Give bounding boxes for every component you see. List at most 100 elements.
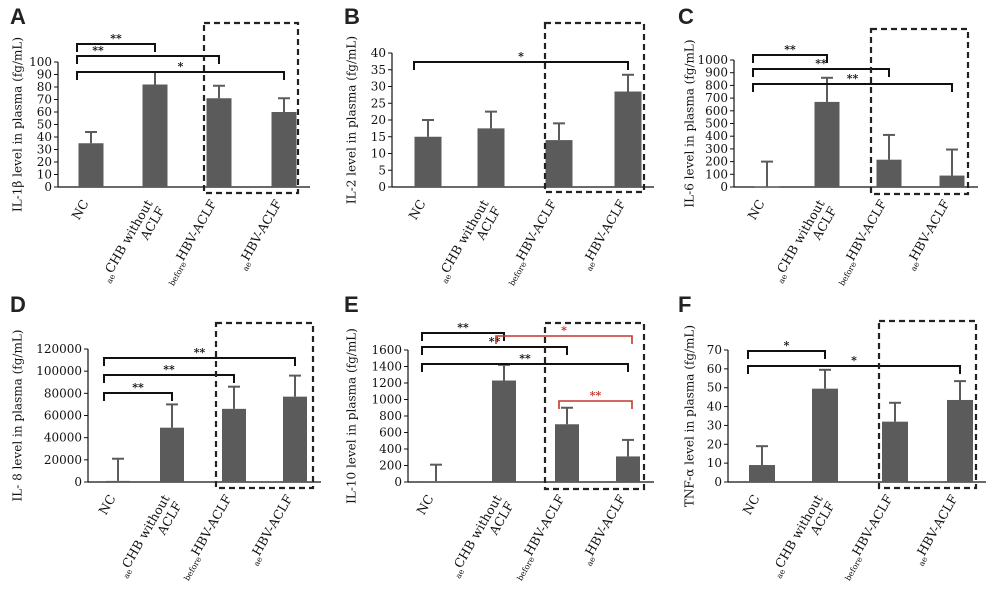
bar (78, 143, 104, 187)
y-axis-label: IL- 8 level in plasma (fg/mL) (11, 330, 25, 502)
significance-label: ** (847, 72, 859, 85)
bar (106, 480, 130, 482)
y-tick-label: 300 (705, 142, 728, 156)
category-prefix: before (515, 555, 536, 582)
y-axis-label: IL-2 level in plasma (fg/mL) (345, 36, 359, 204)
category-prefix: before (843, 555, 864, 582)
category-name: HBV-ACLF (914, 492, 961, 558)
x-category-label: beforeHBV-ACLF (160, 197, 223, 288)
significance-bracket (747, 365, 961, 374)
y-axis-label: IL-1β level in plasma (fg/mL) (11, 37, 25, 212)
bar (545, 140, 573, 187)
x-tick-label: beforeHBV-ACLF (175, 492, 238, 583)
x-category-label: NC (68, 197, 91, 222)
significance-label: * (851, 354, 857, 367)
y-tick-label: 600 (705, 104, 728, 118)
x-category-label: aeHBV-ACLF (577, 197, 631, 273)
bar (142, 84, 168, 187)
highlight-box (869, 27, 970, 196)
panel-letter: E (344, 292, 359, 317)
category-name: HBV-ACLF (173, 197, 220, 263)
significance-bracket (76, 55, 220, 64)
bar (492, 380, 516, 482)
panel-letter: C (678, 4, 694, 29)
x-tick-label: beforeHBV-ACLF (508, 492, 571, 583)
y-tick-label: 50 (707, 381, 722, 395)
y-tick-label: 40000 (44, 431, 82, 445)
panel-letter: F (678, 292, 691, 317)
category-name: HBV-ACLF (582, 197, 629, 263)
y-tick-label: 800 (379, 409, 402, 423)
y-tick-label: 30 (707, 418, 722, 432)
x-tick-label: aeHBV-ACLF (244, 492, 298, 568)
y-tick-label: 400 (705, 129, 728, 143)
significance-bracket (103, 357, 296, 366)
y-tick-label: 200 (379, 459, 402, 473)
y-tick-label: 20 (707, 437, 722, 451)
significance-label: ** (457, 321, 469, 334)
significance-label: ** (489, 335, 501, 348)
bar (754, 186, 780, 188)
y-tick-label: 40 (37, 130, 52, 144)
bar (222, 408, 246, 482)
y-tick-label: 60000 (44, 409, 82, 423)
significance-bracket (558, 400, 633, 409)
y-tick-label: 1600 (371, 343, 402, 357)
y-tick-label: 400 (379, 442, 402, 456)
bar (271, 112, 297, 187)
x-tick-label: beforeHBV-ACLF (830, 197, 893, 288)
y-tick-label: 100 (29, 55, 52, 69)
category-name: HBV-ACLF (238, 197, 285, 263)
y-tick-label: 800 (705, 78, 728, 92)
category-prefix: ae (454, 567, 467, 580)
x-tick-label: aeHBV-ACLF (901, 197, 955, 273)
y-tick-label: 20 (371, 113, 386, 127)
chart-panel-f: F 0 10 20 30 40 50 60 70 TNF-α level in plasma (f… (678, 292, 986, 582)
x-category-label: beforeHBV-ACLF (830, 197, 893, 288)
highlight-box (202, 21, 300, 195)
y-tick-label: 0 (44, 180, 52, 194)
significance-label: ** (784, 43, 796, 56)
category-prefix: ae (252, 555, 265, 568)
y-tick-label: 0 (378, 180, 386, 194)
significance-bracket (752, 54, 828, 63)
y-axis-label: IL-10 level in plasma (fg/mL) (345, 328, 359, 504)
significance-bracket (421, 363, 629, 372)
y-tick-label: 1000 (697, 53, 728, 67)
category-prefix: ae (775, 567, 788, 580)
chart-panel-d: D 0 20000 40000 60000 80000 100000 120000 IL- 8 … (10, 292, 321, 583)
x-category-label: NC (744, 197, 767, 222)
category-name: HBV-ACLF (521, 492, 568, 558)
x-tick-label: beforeHBV-ACLF (160, 197, 223, 288)
category-prefix: ae (122, 567, 135, 580)
y-tick-label: 70 (707, 343, 722, 357)
y-tick-label: 20 (37, 155, 52, 169)
category-name: HBV-ACLF (582, 492, 629, 558)
significance-label: ** (815, 57, 827, 70)
chart-panel-e: E 0 200 400 600 800 1000 1200 1400 1600 IL-10 leve… (344, 292, 654, 583)
x-category-label: aeHBV-ACLF (238, 197, 285, 273)
x-tick-label: NC (405, 197, 428, 222)
y-axis-label: IL-6 level in plasma (fg/mL) (683, 39, 697, 207)
y-tick-label: 900 (705, 66, 728, 80)
y-tick-label: 40 (371, 46, 386, 60)
significance-label: ** (163, 363, 175, 376)
highlight-box (877, 319, 978, 490)
significance-bracket (413, 61, 629, 70)
bar (160, 427, 184, 482)
y-tick-label: 0 (714, 475, 722, 489)
category-prefix: ae (241, 260, 254, 273)
x-tick-label: beforeHBV-ACLF (500, 197, 563, 288)
significance-bracket (747, 350, 826, 359)
x-tick-label: aeHBV-ACLF (577, 197, 631, 273)
category-prefix: before (507, 260, 528, 287)
x-tick-label: NC (68, 197, 91, 222)
category-prefix: before (837, 260, 858, 287)
category-prefix: ae (777, 272, 790, 285)
